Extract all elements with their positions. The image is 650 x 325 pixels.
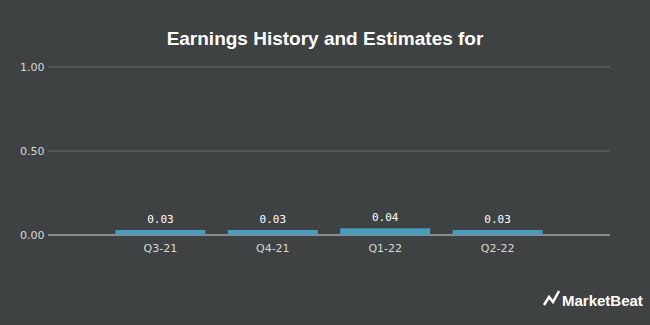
y-tick-label: 0.00 xyxy=(20,229,45,242)
x-tick-label: Q3-21 xyxy=(144,242,178,255)
data-label: 0.03 xyxy=(484,213,511,226)
data-label: 0.04 xyxy=(372,211,399,224)
data-label: 0.03 xyxy=(147,213,174,226)
x-tick-label: Q4-21 xyxy=(256,242,290,255)
y-tick-label: 0.50 xyxy=(20,145,45,158)
bar xyxy=(340,228,430,235)
bar xyxy=(228,230,318,235)
grid-line xyxy=(48,151,610,152)
bar xyxy=(453,230,543,235)
grid-line xyxy=(48,67,610,68)
title: Earnings History and Estimates for xyxy=(167,28,484,49)
data-label: 0.03 xyxy=(260,213,287,226)
logo-icon xyxy=(544,291,559,305)
bars xyxy=(115,228,542,235)
background xyxy=(0,0,650,325)
logo: MarketBeat xyxy=(544,291,643,309)
chart: Earnings History and Estimates for 0.00 0.… xyxy=(0,0,650,325)
x-tick-label: Q2-22 xyxy=(481,242,515,255)
x-tick-label: Q1-22 xyxy=(368,242,402,255)
bar xyxy=(115,230,205,235)
watermark: MarketBeat xyxy=(562,292,643,309)
y-tick-label: 1.00 xyxy=(20,61,45,74)
